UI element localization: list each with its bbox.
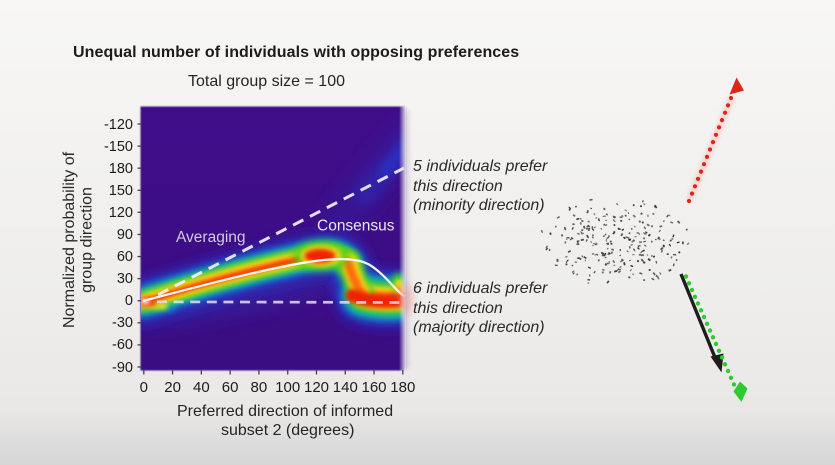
svg-text:Consensus: Consensus — [317, 218, 395, 235]
svg-text:Normalized probability ofgroup: Normalized probability ofgroup direction — [61, 151, 96, 328]
svg-text:Averaging: Averaging — [176, 229, 246, 246]
